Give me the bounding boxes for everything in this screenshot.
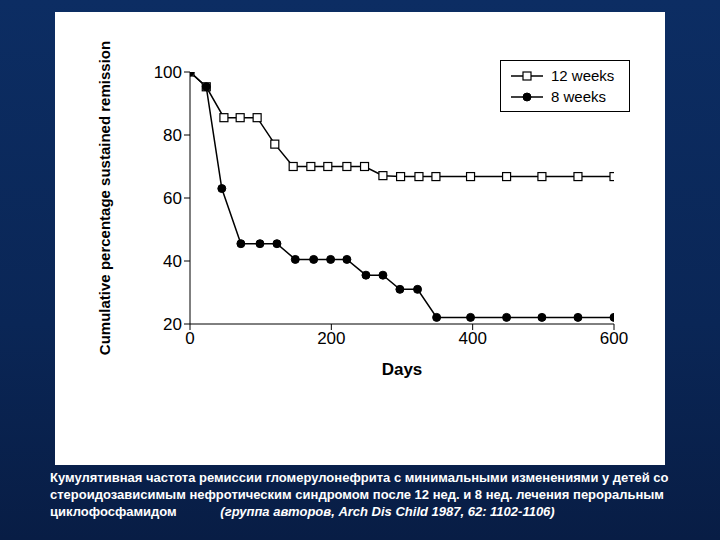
html-text:Кумулятивная частота ремиссии: Кумулятивная частота ремиссии гломерулон… (50, 470, 669, 519)
svg-text:60: 60 (163, 189, 182, 208)
svg-text:400: 400 (458, 329, 486, 348)
svg-text:100: 100 (154, 63, 182, 82)
html-text:8 weeks: 8 weeks (551, 88, 606, 105)
svg-text:40: 40 (163, 252, 182, 271)
svg-text:200: 200 (317, 329, 345, 348)
svg-text:600: 600 (600, 329, 628, 348)
html-text:(группа авторов, Arch Dis Chil: (группа авторов, Arch Dis Child 1987, 62… (220, 504, 555, 519)
svg-text:0: 0 (185, 329, 194, 348)
svg-text:20: 20 (163, 315, 182, 334)
svg-text:Cumulative percentage sustaine: Cumulative percentage sustained remissio… (96, 41, 113, 355)
svg-text:80: 80 (163, 126, 182, 145)
html-text:12 weeks: 12 weeks (551, 67, 615, 84)
svg-text:Days: Days (382, 360, 423, 379)
